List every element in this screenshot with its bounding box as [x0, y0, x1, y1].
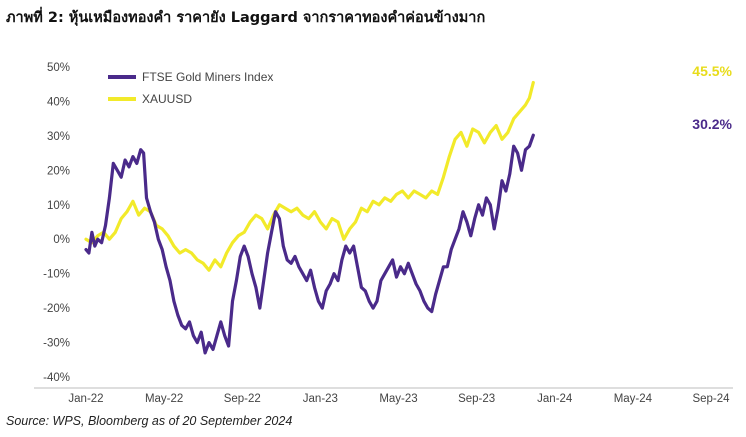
y-tick-label: -20% [43, 303, 70, 315]
y-tick-label: 20% [47, 165, 70, 177]
series-layer [84, 80, 535, 355]
series-line-xauusd [84, 80, 535, 272]
chart-title: ภาพที่ 2: หุ้นเหมืองทองคำ ราคายัง Laggar… [6, 10, 486, 26]
y-axis: 50% 40% 30% 20% 10% 0% -10% -20% -30% -40% [43, 62, 70, 384]
end-label-gold-miners: 30.2% [692, 116, 732, 132]
y-tick-label: 0% [53, 234, 70, 246]
legend-item-xauusd: XAUUSD [108, 88, 273, 110]
x-tick-label: May-23 [379, 393, 417, 405]
x-tick-label: Sep-22 [224, 393, 261, 405]
y-tick-label: 10% [47, 200, 70, 212]
legend: FTSE Gold Miners Index XAUUSD [108, 66, 273, 110]
y-tick-label: 50% [47, 62, 70, 74]
x-tick-label: Jan-22 [68, 393, 103, 405]
end-labels: 30.2% 45.5% [692, 63, 732, 132]
x-tick-label: May-22 [145, 393, 183, 405]
x-tick-label: Sep-23 [458, 393, 495, 405]
x-tick-label: Sep-24 [692, 393, 730, 405]
legend-swatch-xauusd [108, 97, 136, 101]
legend-label-xauusd: XAUUSD [142, 92, 193, 106]
y-tick-label: 30% [47, 131, 70, 143]
legend-item-gold-miners: FTSE Gold Miners Index [108, 66, 273, 88]
x-tick-label: May-24 [614, 393, 653, 405]
source-note: Source: WPS, Bloomberg as of 20 Septembe… [6, 414, 293, 428]
x-axis: Jan-22 May-22 Sep-22 Jan-23 May-23 Sep-23 Jan-… [68, 393, 730, 405]
y-tick-label: -40% [43, 372, 70, 384]
y-tick-label: -10% [43, 269, 70, 281]
x-tick-label: Jan-23 [303, 393, 338, 405]
y-tick-label: -30% [43, 338, 70, 350]
series-line-gold-miners [84, 133, 535, 355]
y-tick-label: 40% [47, 96, 70, 108]
legend-label-gold-miners: FTSE Gold Miners Index [142, 70, 274, 84]
legend-swatch-gold-miners [108, 75, 136, 79]
end-label-xauusd: 45.5% [692, 63, 732, 79]
x-tick-label: Jan-24 [537, 393, 573, 405]
